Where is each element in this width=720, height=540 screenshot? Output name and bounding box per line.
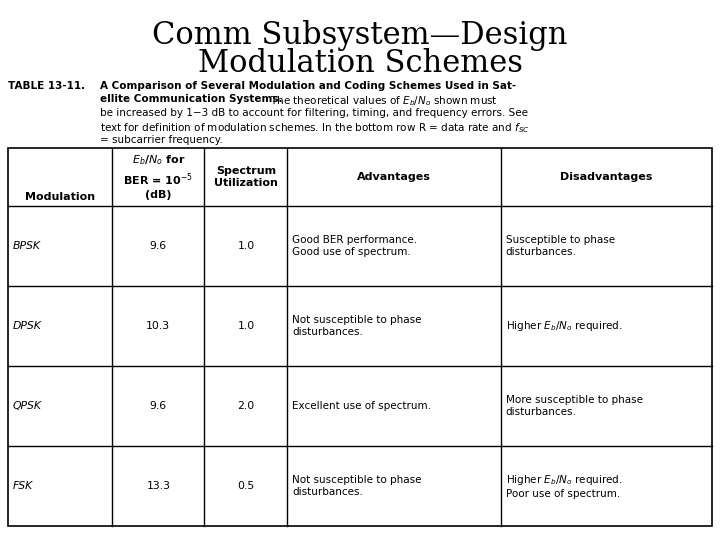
Text: Higher $E_b$/$N_o$ required.: Higher $E_b$/$N_o$ required. [505, 319, 623, 333]
Text: FSK: FSK [13, 481, 33, 491]
Bar [8, 148, 712, 526]
Text: Excellent use of spectrum.: Excellent use of spectrum. [292, 401, 431, 411]
Text: 1.0: 1.0 [238, 241, 255, 251]
Text: 9.6: 9.6 [150, 401, 167, 411]
Text: 0.5: 0.5 [238, 481, 255, 491]
Text: Modulation Schemes: Modulation Schemes [197, 48, 523, 79]
Text: Not susceptible to phase
disturbances.: Not susceptible to phase disturbances. [292, 475, 422, 497]
Text: Spectrum
Utilization: Spectrum Utilization [214, 166, 278, 188]
Text: Not susceptible to phase
disturbances.: Not susceptible to phase disturbances. [292, 315, 422, 337]
Text: 9.6: 9.6 [150, 241, 167, 251]
Text: $E_b$/$N_o$ for
BER = 10$^{-5}$
(dB): $E_b$/$N_o$ for BER = 10$^{-5}$ (dB) [123, 153, 194, 200]
Text: The theoretical values of $E_b$/$N_o$ shown must: The theoretical values of $E_b$/$N_o$ sh… [267, 94, 498, 109]
Text: Comm Subsystem—Design: Comm Subsystem—Design [152, 20, 568, 51]
Text: BPSK: BPSK [13, 241, 41, 251]
Text: = subcarrier frequency.: = subcarrier frequency. [100, 135, 222, 145]
Text: Advantages: Advantages [357, 172, 431, 182]
Text: Higher $E_b$/$N_o$ required.
Poor use of spectrum.: Higher $E_b$/$N_o$ required. Poor use of… [505, 473, 623, 499]
Text: QPSK: QPSK [13, 401, 42, 411]
Text: DPSK: DPSK [13, 321, 42, 331]
Text: 1.0: 1.0 [238, 321, 255, 331]
Text: ellite Communication Systems.: ellite Communication Systems. [100, 94, 282, 105]
Text: More susceptible to phase
disturbances.: More susceptible to phase disturbances. [505, 395, 643, 417]
Text: Disadvantages: Disadvantages [560, 172, 652, 182]
Text: A Comparison of Several Modulation and Coding Schemes Used in Sat-: A Comparison of Several Modulation and C… [100, 81, 516, 91]
Text: Susceptible to phase
disturbances.: Susceptible to phase disturbances. [505, 235, 615, 257]
Text: TABLE 13-11.: TABLE 13-11. [8, 81, 85, 91]
Text: 10.3: 10.3 [146, 321, 171, 331]
Text: be increased by 1−3 dB to account for filtering, timing, and frequency errors. S: be increased by 1−3 dB to account for fi… [100, 108, 528, 118]
Text: 2.0: 2.0 [238, 401, 255, 411]
Text: Good BER performance.
Good use of spectrum.: Good BER performance. Good use of spectr… [292, 235, 418, 257]
Text: Modulation: Modulation [25, 192, 95, 202]
Text: 13.3: 13.3 [146, 481, 171, 491]
Text: text for definition of modulation schemes. In the bottom row R = data rate and $: text for definition of modulation scheme… [100, 122, 530, 136]
